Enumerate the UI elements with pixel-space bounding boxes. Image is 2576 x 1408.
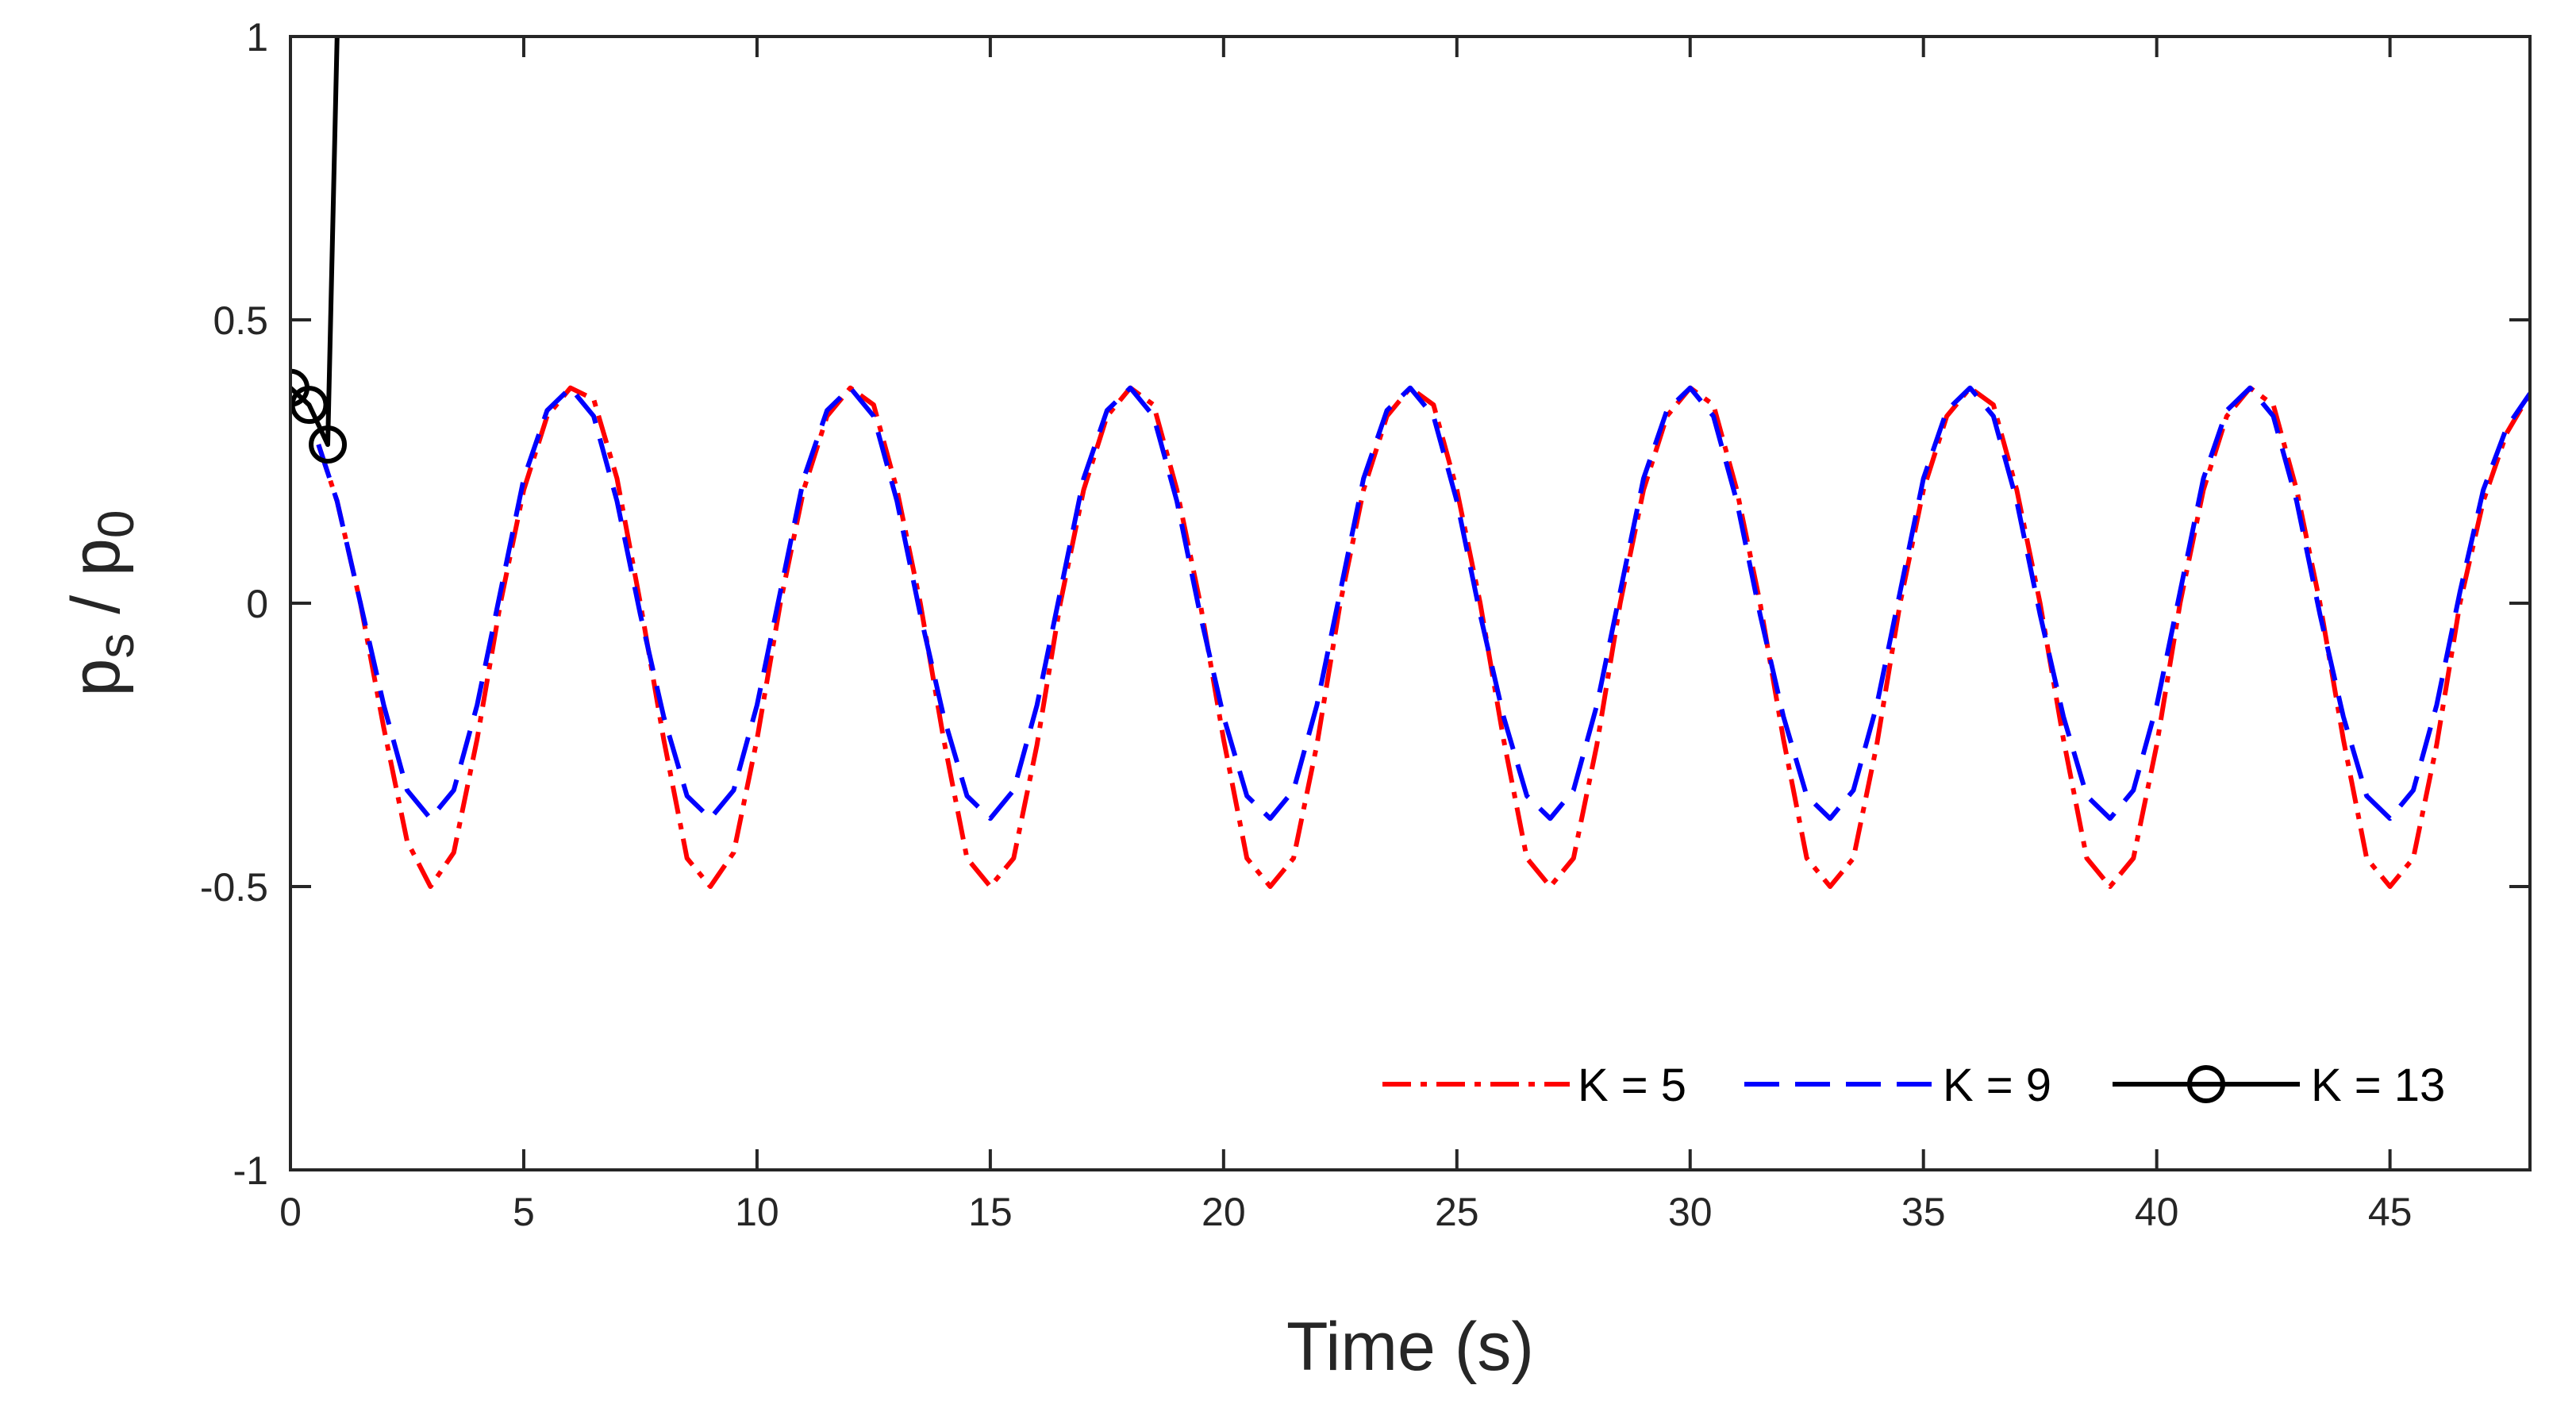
y-tick-label: -1 bbox=[233, 1148, 268, 1193]
y-axis-ticks: -1 -0.5 0 0.5 1 bbox=[200, 15, 2530, 1193]
x-tick-label: 35 bbox=[1901, 1190, 1946, 1234]
legend-k13-marker bbox=[2187, 1065, 2225, 1103]
x-tick-label: 40 bbox=[2135, 1190, 2179, 1234]
x-tick-label: 20 bbox=[1201, 1190, 1246, 1234]
y-tick-label: 0 bbox=[246, 582, 268, 626]
x-tick-label: 30 bbox=[1668, 1190, 1713, 1234]
y-tick-label: 1 bbox=[246, 15, 268, 60]
y-axis-title-p: p bbox=[58, 659, 134, 697]
legend: K = 5 K = 9 K = 13 bbox=[1382, 1060, 2445, 1111]
legend-k9-label: K = 9 bbox=[1943, 1060, 2051, 1111]
y-tick-label: 0.5 bbox=[213, 298, 268, 343]
y-axis-title-sub-s: s bbox=[87, 633, 144, 659]
x-tick-label: 15 bbox=[968, 1190, 1013, 1234]
y-axis-title-sub-0: 0 bbox=[87, 510, 144, 539]
x-tick-label: 5 bbox=[513, 1190, 535, 1234]
legend-k13-label: K = 13 bbox=[2311, 1060, 2445, 1111]
x-tick-label: 25 bbox=[1435, 1190, 1479, 1234]
y-axis-title: ps / p0 bbox=[58, 510, 144, 697]
x-tick-label: 10 bbox=[735, 1190, 779, 1234]
y-axis-title-separator: / bbox=[58, 576, 134, 633]
legend-k5-label: K = 5 bbox=[1578, 1060, 1686, 1111]
x-tick-label: 45 bbox=[2368, 1190, 2413, 1234]
x-tick-label: 0 bbox=[279, 1190, 302, 1234]
plot-area-frame bbox=[289, 35, 2532, 1171]
series-k13-line bbox=[290, 37, 340, 448]
series-layer bbox=[290, 37, 2530, 889]
x-axis-title: Time (s) bbox=[1286, 1309, 1534, 1385]
series-k13-marker bbox=[290, 386, 329, 425]
y-axis-title-p2: p bbox=[58, 538, 134, 576]
x-axis-ticks: 0 5 10 15 20 25 30 35 40 45 bbox=[279, 37, 2412, 1234]
y-tick-label: -0.5 bbox=[200, 865, 268, 910]
series-k5-line bbox=[316, 385, 2530, 889]
series-k13-marker bbox=[309, 425, 348, 464]
series-k9-line bbox=[316, 385, 2530, 821]
